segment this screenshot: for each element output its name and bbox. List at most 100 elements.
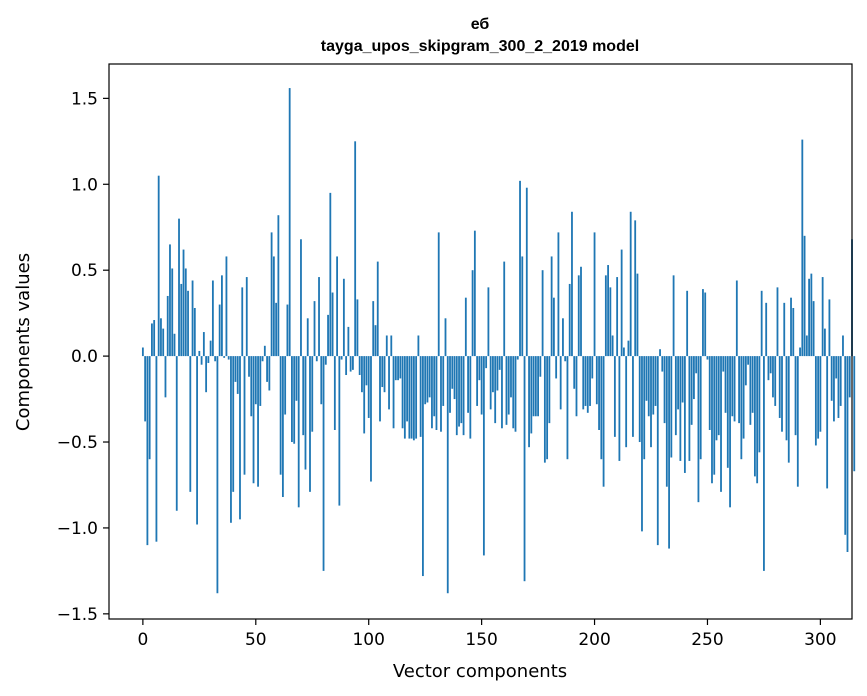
bar <box>356 299 359 357</box>
bar <box>221 275 223 357</box>
bar <box>559 356 562 410</box>
bar <box>711 356 713 484</box>
bar <box>451 356 454 389</box>
bar <box>514 356 517 432</box>
bar <box>408 356 411 439</box>
bar <box>600 356 603 460</box>
bar <box>568 283 571 357</box>
bar <box>259 356 262 406</box>
bar <box>329 192 332 357</box>
bar <box>492 356 494 393</box>
y-axis-label: Components values <box>13 253 34 431</box>
bar <box>198 350 201 357</box>
bar <box>250 356 253 417</box>
bar <box>153 320 156 357</box>
bar <box>632 356 634 437</box>
bar <box>516 356 519 360</box>
bar <box>552 297 555 357</box>
bar <box>324 356 327 365</box>
bar <box>381 356 384 388</box>
bar <box>306 318 309 357</box>
x-tick-label: 50 <box>245 630 267 650</box>
bar <box>144 356 147 422</box>
bar <box>248 356 250 377</box>
bar <box>618 356 621 461</box>
bar <box>808 278 810 357</box>
bar <box>302 356 305 436</box>
bar <box>763 356 765 571</box>
bar <box>309 356 311 492</box>
bar <box>715 356 718 441</box>
bar <box>819 356 822 432</box>
bar <box>415 356 418 439</box>
bar <box>331 292 334 357</box>
bar <box>209 340 212 357</box>
bar <box>747 356 750 365</box>
bar <box>166 295 169 357</box>
bar <box>234 356 237 382</box>
bar <box>616 277 619 357</box>
bar <box>297 356 300 508</box>
bar <box>313 301 316 357</box>
bar <box>534 356 537 417</box>
bar <box>650 356 652 448</box>
bar <box>241 287 244 357</box>
bar <box>374 325 377 357</box>
x-axis-ticks: 0 50 100 150 200 250 300 <box>137 619 837 650</box>
bar <box>214 356 217 362</box>
bar <box>647 356 650 417</box>
bar <box>189 356 192 492</box>
bar <box>765 302 768 357</box>
bar <box>340 356 343 360</box>
bar <box>211 280 214 357</box>
chart-title-line2: tayga_upos_skipgram_300_2_2019 model <box>321 38 639 55</box>
bar <box>695 356 698 374</box>
bar <box>539 356 542 377</box>
bar <box>487 287 490 357</box>
chart-title-line1: еб <box>471 16 490 33</box>
bar <box>693 356 695 400</box>
bar <box>223 356 226 358</box>
bar <box>455 356 458 436</box>
bar <box>268 356 271 391</box>
bar <box>503 261 506 357</box>
bar <box>464 297 467 357</box>
bar <box>354 141 357 357</box>
bar <box>363 356 366 434</box>
bar <box>281 356 284 498</box>
bar <box>643 356 646 460</box>
bar <box>722 356 725 372</box>
bar <box>257 356 259 487</box>
bar <box>435 356 438 430</box>
x-tick-label: 100 <box>352 630 384 650</box>
bar <box>512 356 515 429</box>
bar <box>370 356 372 482</box>
bar <box>785 356 788 441</box>
bar <box>320 356 323 405</box>
bar <box>345 356 348 376</box>
y-tick-label: 0.5 <box>71 261 98 281</box>
bar <box>426 356 429 403</box>
bar <box>419 356 422 437</box>
bar <box>833 356 835 422</box>
bar <box>729 356 731 508</box>
bar <box>182 249 185 357</box>
bar <box>546 356 549 460</box>
bar <box>157 175 160 357</box>
bar <box>507 356 510 415</box>
bar <box>141 347 144 357</box>
bar <box>555 356 558 379</box>
bar <box>580 266 582 357</box>
bars-group <box>141 88 856 594</box>
bar <box>521 256 524 357</box>
bar <box>277 215 280 357</box>
bar <box>392 356 395 429</box>
bar <box>498 356 501 370</box>
bar <box>295 356 298 401</box>
bar <box>338 356 341 506</box>
bar <box>422 356 424 577</box>
bar <box>573 356 576 389</box>
bar <box>304 356 307 470</box>
bar <box>726 356 729 468</box>
bar <box>697 356 700 503</box>
